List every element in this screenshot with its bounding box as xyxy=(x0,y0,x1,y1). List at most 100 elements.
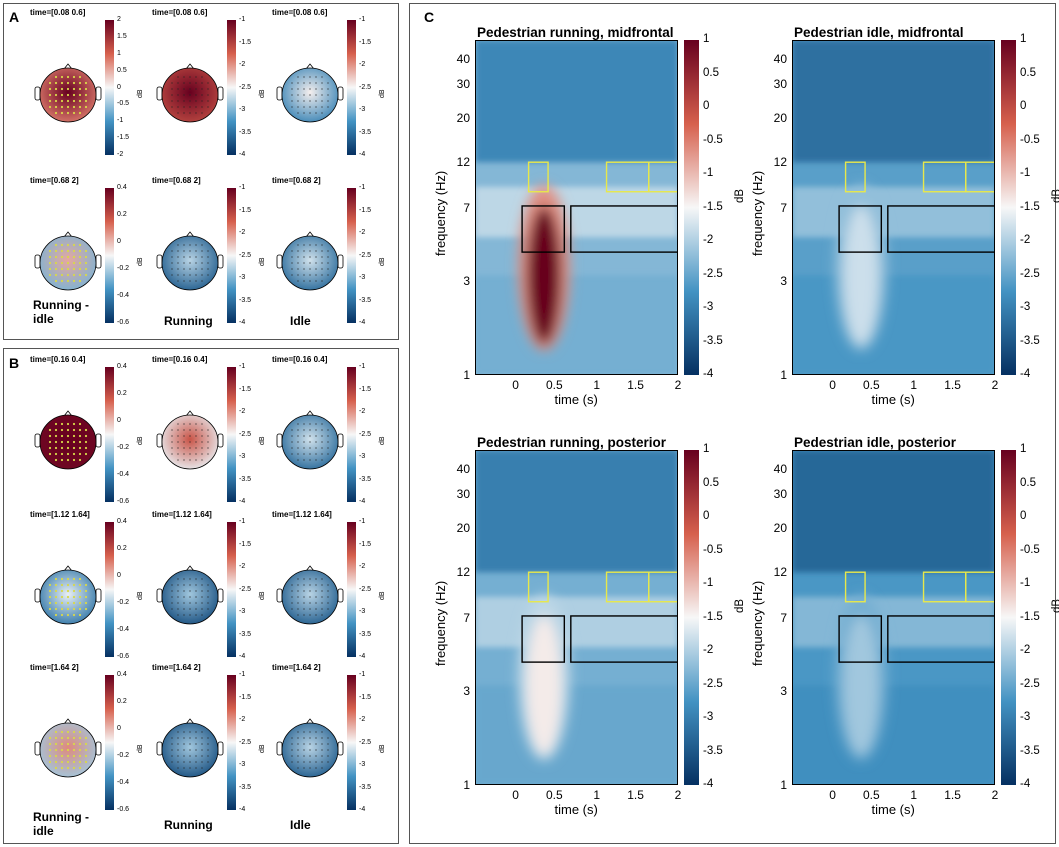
electrode-dot xyxy=(207,429,209,431)
electrode-dot xyxy=(297,256,299,258)
electrode-dot xyxy=(183,88,185,90)
electrode-dot xyxy=(84,434,88,438)
topo-colorbar-tick: -1 xyxy=(117,117,124,125)
electrode-dot xyxy=(54,748,58,752)
electrode-dot xyxy=(315,268,317,270)
topo-colorbar-tick: -1.5 xyxy=(359,385,372,393)
tf-xtick-label: 2 xyxy=(674,788,682,802)
electrode-dot xyxy=(303,737,305,739)
topo-title: time=[0.68 2] xyxy=(30,176,79,185)
electrode-dot xyxy=(78,279,82,283)
electrode-dot xyxy=(189,453,191,455)
electrode-dot xyxy=(60,105,64,109)
electrode-dot xyxy=(171,590,173,592)
electrode-dot xyxy=(195,453,197,455)
electrode-dot xyxy=(303,82,305,84)
tf-xtick-label: 0.5 xyxy=(546,788,563,802)
electrode-dot xyxy=(195,429,197,431)
electrode-dot xyxy=(48,595,52,599)
electrode-dot xyxy=(195,608,197,610)
electrode-dot xyxy=(66,601,70,605)
tf-ytick-label: 30 xyxy=(773,486,787,501)
electrode-dot xyxy=(327,584,329,586)
electrode-dot xyxy=(201,743,203,745)
electrode-dot xyxy=(327,447,329,449)
electrode-dot xyxy=(291,596,293,598)
electrode-dot xyxy=(66,428,70,432)
tf-ytick-label: 30 xyxy=(773,76,787,91)
electrode-dot xyxy=(72,255,76,259)
electrode-dot xyxy=(327,82,329,84)
electrode-dot xyxy=(315,262,317,264)
electrode-dot xyxy=(171,274,173,276)
topo-colorbar-tick: -1 xyxy=(239,16,246,23)
topo-colorbar-tick: -0.6 xyxy=(117,319,130,326)
tf-ytick-label: 30 xyxy=(456,486,470,501)
electrode-dot xyxy=(195,743,197,745)
topo-colorbar-tick: -0.2 xyxy=(117,265,130,272)
electrode-dot xyxy=(183,767,185,769)
electrode-dot xyxy=(60,458,64,462)
electrode-dot xyxy=(201,435,203,437)
tf-colorbar-tick: -2 xyxy=(1020,644,1031,656)
electrode-dot xyxy=(303,596,305,598)
electrode-dot xyxy=(195,755,197,757)
electrode-dot xyxy=(291,94,293,96)
electrode-dot xyxy=(201,755,203,757)
electrode-dot xyxy=(297,94,299,96)
electrode-dot xyxy=(183,256,185,258)
electrode-dot xyxy=(54,279,58,283)
electrode-dot xyxy=(327,274,329,276)
topo-title: time=[0.16 0.4] xyxy=(30,355,86,364)
tf-colorbar-unit: dB xyxy=(734,188,746,203)
electrode-dot xyxy=(78,760,82,764)
electrode-dot xyxy=(327,88,329,90)
electrode-dot xyxy=(66,422,70,426)
tf-colorbar-tick: 0 xyxy=(1020,100,1027,112)
tf-axes-box xyxy=(792,450,995,785)
electrode-dot xyxy=(297,441,299,443)
tf-xtick-label: 1.5 xyxy=(944,378,961,392)
electrode-dot xyxy=(303,459,305,461)
electrode-dot xyxy=(321,244,323,246)
electrode-dot xyxy=(201,453,203,455)
electrode-dot xyxy=(309,731,311,733)
topo-colorbar-tick: -2 xyxy=(117,151,124,158)
tf-high-band xyxy=(475,40,678,163)
tf-colorbar-tick: -1 xyxy=(703,577,714,589)
electrode-dot xyxy=(195,94,197,96)
tf-window-yellow xyxy=(844,161,866,193)
electrode-dot xyxy=(60,760,64,764)
tf-colorbar-tick: -0.5 xyxy=(1020,133,1040,146)
electrode-dot xyxy=(78,458,82,462)
label-running-b: Running xyxy=(164,818,213,832)
topo-colorbar-unit: dB xyxy=(137,257,144,266)
electrode-dot xyxy=(66,595,70,599)
electrode-dot xyxy=(183,280,185,282)
topo-colorbar-unit: dB xyxy=(259,257,266,266)
topo-colorbar-tick: -3.5 xyxy=(359,475,372,483)
electrode-dot xyxy=(72,754,76,758)
tf-colorbar-tick: -3.5 xyxy=(1020,334,1040,347)
topo-colorbar-tick: 0 xyxy=(117,83,121,91)
tf-xlabel: time (s) xyxy=(554,392,598,407)
electrode-dot xyxy=(195,578,197,580)
electrode-dot xyxy=(60,589,64,593)
electrode-dot xyxy=(291,737,293,739)
topo-colorbar xyxy=(105,20,114,155)
tf-colorbar-tick: -1 xyxy=(1020,167,1031,179)
tf-ytick-label: 12 xyxy=(773,565,787,580)
electrode-dot xyxy=(189,262,191,264)
electrode-dot xyxy=(327,755,329,757)
electrode-dot xyxy=(321,767,323,769)
topo-colorbar-tick: -0.6 xyxy=(117,498,130,505)
electrode-dot xyxy=(315,578,317,580)
topo-colorbar-tick: -2.5 xyxy=(359,430,372,438)
electrode-dot xyxy=(189,614,191,616)
tf-ytick-label: 12 xyxy=(456,565,470,580)
tf-colorbar-tick: -3 xyxy=(703,711,714,723)
electrode-dot xyxy=(309,743,311,745)
electrode-dot xyxy=(303,274,305,276)
electrode-dot xyxy=(171,737,173,739)
electrode-dot xyxy=(84,81,88,85)
